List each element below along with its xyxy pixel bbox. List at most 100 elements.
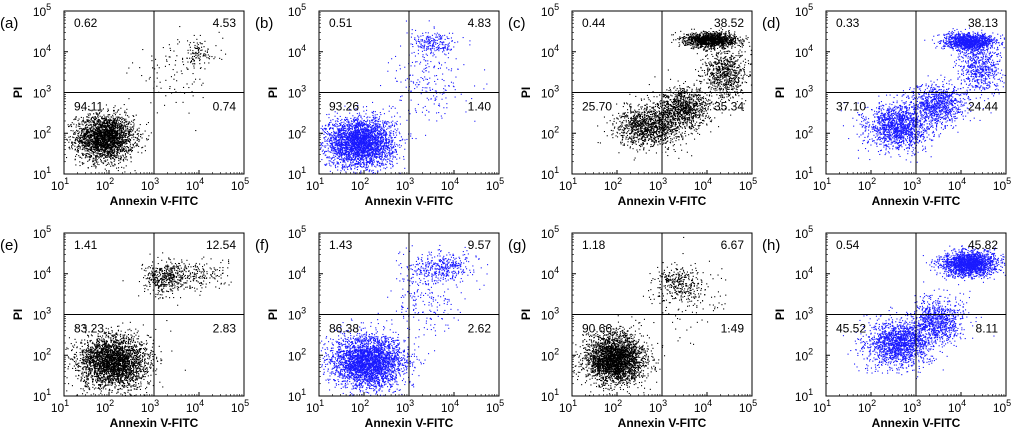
data-point [75, 136, 77, 138]
data-point [82, 128, 84, 130]
data-point [88, 117, 90, 119]
data-point [341, 167, 343, 169]
data-point [191, 60, 193, 62]
data-point [106, 136, 108, 138]
data-point [334, 146, 336, 148]
data-point [328, 123, 330, 125]
data-point [104, 122, 106, 124]
data-point [107, 120, 109, 122]
data-point [77, 151, 79, 153]
data-point [87, 113, 89, 115]
data-point [136, 130, 138, 132]
data-point [84, 143, 86, 145]
data-point [88, 124, 90, 126]
data-point [111, 136, 113, 138]
data-point [177, 43, 179, 45]
data-point [340, 124, 342, 126]
data-point [111, 128, 113, 130]
data-point [327, 125, 329, 127]
data-point [121, 116, 123, 118]
data-point [399, 146, 401, 148]
data-point [80, 136, 82, 138]
data-point [70, 130, 72, 132]
data-point [362, 159, 364, 161]
data-point [117, 150, 119, 152]
data-point [362, 125, 364, 127]
data-point [324, 152, 326, 154]
data-point [115, 132, 117, 134]
data-point [398, 131, 400, 133]
data-point [189, 46, 191, 48]
data-point [118, 149, 120, 151]
data-point [106, 125, 108, 127]
data-point [90, 118, 92, 120]
data-point [333, 130, 335, 132]
data-point [82, 153, 84, 155]
data-point [330, 143, 332, 145]
data-point [120, 131, 122, 133]
data-point [122, 155, 124, 157]
data-point [90, 146, 92, 148]
data-point [86, 146, 88, 148]
data-point [132, 130, 134, 132]
data-point [135, 137, 137, 139]
data-point [186, 57, 188, 59]
data-point [80, 127, 82, 129]
data-point [95, 118, 97, 120]
data-point [128, 116, 130, 118]
data-point [94, 122, 96, 124]
data-point [339, 123, 341, 125]
data-point [131, 126, 133, 128]
data-point [411, 137, 413, 139]
data-point [70, 124, 72, 126]
data-point [120, 140, 122, 142]
data-point [98, 164, 100, 166]
data-point [394, 145, 396, 147]
data-point [126, 156, 128, 158]
data-point [75, 142, 77, 144]
data-point [91, 125, 93, 127]
data-point [394, 124, 396, 126]
data-point [85, 121, 87, 123]
data-point [111, 142, 113, 144]
data-point [187, 52, 189, 54]
data-point [90, 130, 92, 132]
data-point [95, 117, 97, 119]
data-point [351, 127, 353, 129]
data-point [114, 131, 116, 133]
data-point [119, 127, 121, 129]
data-point [101, 125, 103, 127]
data-point [93, 137, 95, 139]
data-point [107, 109, 109, 111]
data-point [88, 148, 90, 150]
data-point [116, 153, 118, 155]
data-point [372, 120, 374, 122]
data-point [97, 113, 99, 115]
data-point [69, 125, 71, 127]
data-point [83, 142, 85, 144]
data-point [192, 50, 194, 52]
data-point [190, 53, 192, 55]
data-point [83, 120, 85, 122]
data-point [108, 144, 110, 146]
data-point [115, 126, 117, 128]
data-point [90, 138, 92, 140]
data-point [100, 158, 102, 160]
data-point [194, 46, 196, 48]
data-point [77, 150, 79, 152]
data-point [78, 137, 80, 139]
data-point [389, 157, 391, 159]
data-point [195, 51, 197, 53]
data-point [108, 130, 110, 132]
data-point [121, 149, 123, 151]
data-point [88, 141, 90, 143]
data-point [106, 116, 108, 118]
data-point [121, 122, 123, 124]
data-point [391, 153, 393, 155]
data-point [101, 124, 103, 126]
data-point [97, 133, 99, 135]
data-point [88, 150, 90, 152]
data-point [109, 146, 111, 148]
data-point [87, 149, 89, 151]
